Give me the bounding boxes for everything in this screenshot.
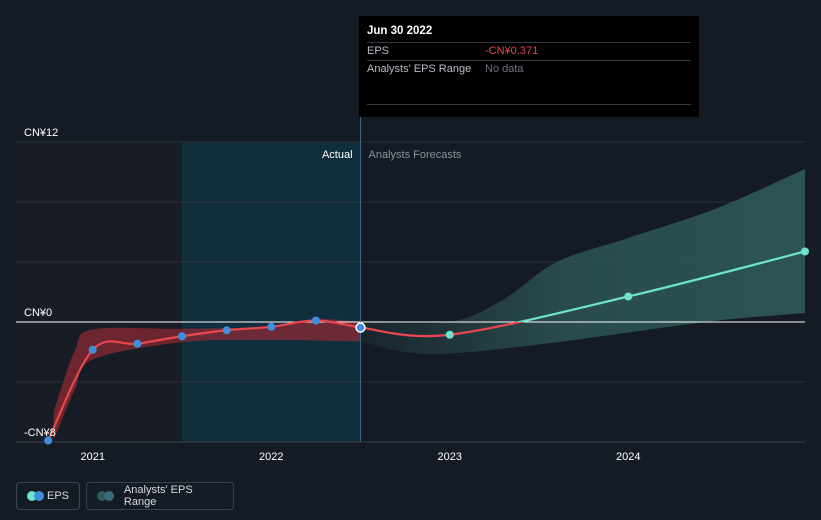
eps-point-4 — [222, 326, 231, 335]
eps-forecast-line-positive — [514, 250, 806, 322]
tooltip-eps-label: EPS — [367, 45, 390, 57]
legend-eps-range[interactable]: Analysts' EPS Range — [86, 482, 234, 510]
legend-range-icon — [97, 491, 118, 501]
legend-eps-icon — [27, 491, 44, 501]
x-tick-label-3: 2024 — [616, 451, 640, 463]
actual-range-area — [53, 318, 361, 441]
tooltip-divider — [367, 104, 691, 105]
y-tick-label-0: CN¥12 — [24, 127, 58, 139]
actual-highlight-band — [182, 142, 361, 442]
tooltip-row-eps: EPS -CN¥0.371 — [367, 42, 691, 60]
legend-eps-label: EPS — [46, 490, 69, 502]
eps-forecast-point-1 — [624, 292, 633, 301]
y-tick-label-2: -CN¥8 — [24, 427, 56, 439]
eps-forecast-point-2 — [801, 247, 809, 256]
x-tick-label-1: 2022 — [259, 451, 283, 463]
eps-point-1 — [88, 345, 97, 354]
eps-point-2 — [133, 339, 142, 348]
tooltip-date: Jun 30 2022 — [367, 25, 433, 37]
legend-eps[interactable]: EPS — [16, 482, 80, 510]
y-tick-label-1: CN¥0 — [24, 307, 52, 319]
legend-range-label: Analysts' EPS Range — [123, 484, 193, 508]
eps-forecast-line-negative — [360, 322, 525, 338]
eps-point-7 — [355, 322, 366, 333]
forecast-label: Analysts Forecasts — [369, 149, 462, 161]
eps-point-6 — [311, 316, 320, 325]
actual-label: Actual — [322, 149, 353, 161]
tooltip-range-value: No data — [485, 63, 524, 75]
eps-point-3 — [178, 332, 187, 341]
tooltip-eps-value: -CN¥0.371 — [485, 45, 539, 57]
eps-forecast-point-0 — [445, 330, 454, 339]
tooltip-row-range: Analysts' EPS Range No data — [367, 60, 691, 78]
x-tick-label-2: 2023 — [438, 451, 462, 463]
tooltip: Jun 30 2022 EPS -CN¥0.371 Analysts' EPS … — [359, 16, 699, 117]
past-shade — [16, 142, 183, 442]
eps-point-0 — [44, 436, 53, 445]
eps-point-5 — [267, 322, 276, 331]
tooltip-range-label: Analysts' EPS Range — [367, 63, 472, 75]
forecast-range-area — [360, 169, 805, 355]
x-tick-label-0: 2021 — [81, 451, 105, 463]
